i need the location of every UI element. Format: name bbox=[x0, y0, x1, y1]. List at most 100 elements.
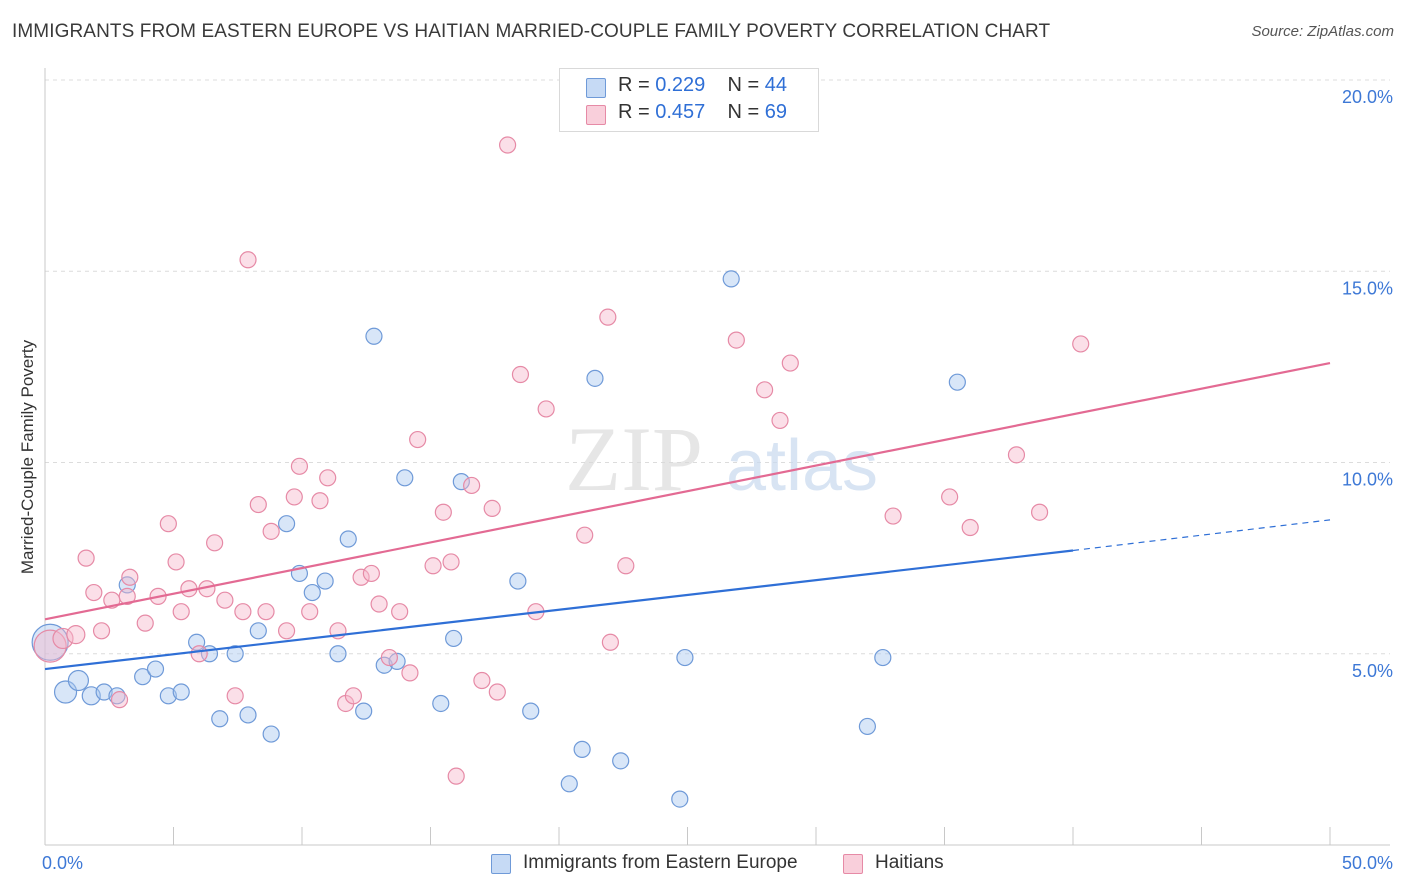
data-points bbox=[31, 136, 1090, 808]
point-haitians bbox=[277, 622, 296, 640]
x-tick-label: 50.0% bbox=[1342, 853, 1393, 873]
legend-text-haitians: R = 0.457 N = 69 bbox=[618, 101, 787, 124]
point-haitians bbox=[136, 614, 154, 632]
tick-labels: 5.0% 10.0% 15.0% 20.0% 0.0% 50.0% bbox=[42, 87, 1393, 873]
legend-n-value: 69 bbox=[764, 101, 788, 123]
watermark-zip: ZIP bbox=[565, 408, 703, 510]
point-eastern-europe bbox=[249, 622, 267, 640]
series-legend-swatch-haitians bbox=[843, 854, 863, 874]
point-haitians bbox=[391, 603, 409, 621]
point-eastern-europe bbox=[146, 660, 165, 678]
point-eastern-europe bbox=[509, 572, 527, 590]
point-haitians bbox=[727, 331, 745, 349]
point-haitians bbox=[941, 488, 959, 506]
point-eastern-europe bbox=[452, 473, 470, 491]
point-eastern-europe bbox=[722, 270, 740, 288]
point-eastern-europe bbox=[874, 648, 892, 667]
point-eastern-europe bbox=[277, 515, 296, 533]
point-eastern-europe bbox=[388, 652, 406, 671]
point-eastern-europe bbox=[560, 775, 578, 793]
point-eastern-europe bbox=[239, 706, 257, 724]
legend-n-label: N = bbox=[727, 74, 760, 96]
point-haitians bbox=[92, 622, 111, 640]
series-legend: Immigrants from Eastern Europe Haitians bbox=[0, 852, 1406, 878]
point-haitians bbox=[409, 430, 427, 449]
axes bbox=[44, 68, 1390, 846]
legend-r-value: 0.457 bbox=[655, 101, 706, 123]
point-eastern-europe bbox=[355, 702, 373, 720]
point-eastern-europe bbox=[522, 702, 540, 720]
point-haitians bbox=[601, 633, 620, 651]
point-haitians bbox=[234, 603, 252, 621]
grid-lines bbox=[45, 79, 1390, 655]
point-haitians bbox=[33, 629, 67, 663]
point-haitians bbox=[755, 381, 774, 399]
watermark: ZIP atlas bbox=[565, 408, 878, 510]
point-haitians bbox=[401, 664, 419, 682]
point-haitians bbox=[442, 553, 460, 571]
legend-r-label: R = bbox=[618, 101, 650, 123]
point-haitians bbox=[463, 476, 481, 495]
point-haitians bbox=[257, 603, 275, 621]
trend-lines bbox=[44, 361, 1331, 671]
point-haitians bbox=[311, 492, 329, 510]
point-haitians bbox=[190, 645, 208, 663]
point-eastern-europe bbox=[262, 725, 280, 743]
trend-line-eastern-europe-extension bbox=[1072, 519, 1331, 552]
point-haitians bbox=[216, 591, 234, 609]
point-eastern-europe bbox=[671, 790, 689, 808]
point-haitians bbox=[424, 557, 442, 575]
point-eastern-europe bbox=[95, 683, 113, 701]
point-haitians bbox=[206, 534, 224, 552]
point-haitians bbox=[473, 671, 491, 690]
point-haitians bbox=[344, 687, 362, 705]
legend-n-label: N = bbox=[727, 101, 760, 123]
point-haitians bbox=[537, 400, 555, 418]
point-haitians bbox=[52, 627, 74, 650]
point-eastern-europe bbox=[226, 645, 244, 663]
series-legend-swatch-eastern-europe bbox=[491, 854, 511, 874]
point-haitians bbox=[771, 411, 789, 430]
point-haitians bbox=[290, 457, 309, 475]
trend-line-eastern-europe bbox=[44, 549, 1074, 671]
point-eastern-europe bbox=[211, 710, 229, 728]
point-haitians bbox=[1007, 446, 1026, 464]
correlation-legend: R = 0.229 N = 44 R = 0.457 N = 69 bbox=[559, 68, 819, 132]
point-haitians bbox=[576, 526, 594, 544]
legend-swatch-haitians bbox=[586, 105, 606, 125]
point-haitians bbox=[172, 603, 190, 621]
point-haitians bbox=[617, 557, 635, 575]
point-eastern-europe bbox=[432, 694, 450, 713]
point-haitians bbox=[1072, 335, 1090, 353]
point-eastern-europe bbox=[316, 572, 334, 590]
point-haitians bbox=[66, 625, 86, 645]
point-haitians bbox=[110, 691, 129, 709]
y-tick-label: 5.0% bbox=[1352, 661, 1393, 681]
legend-n-value: 44 bbox=[764, 74, 788, 96]
point-haitians bbox=[434, 503, 452, 521]
legend-text-eastern-europe: R = 0.229 N = 44 bbox=[618, 74, 787, 97]
point-eastern-europe bbox=[134, 668, 152, 686]
point-haitians bbox=[301, 603, 319, 621]
series-legend-label-haitians: Haitians bbox=[875, 852, 944, 873]
legend-swatch-eastern-europe bbox=[586, 78, 606, 98]
point-eastern-europe bbox=[365, 327, 383, 345]
point-eastern-europe bbox=[329, 645, 347, 663]
source-label: Source: ZipAtlas.com bbox=[1251, 23, 1394, 40]
point-eastern-europe bbox=[573, 740, 591, 758]
point-haitians bbox=[488, 683, 506, 701]
point-haitians bbox=[77, 549, 95, 567]
point-haitians bbox=[961, 518, 979, 537]
point-eastern-europe bbox=[172, 683, 190, 701]
point-haitians bbox=[262, 522, 280, 540]
point-haitians bbox=[226, 687, 244, 705]
series-legend-label-eastern-europe: Immigrants from Eastern Europe bbox=[523, 852, 798, 873]
point-eastern-europe bbox=[159, 687, 177, 705]
point-haitians bbox=[239, 251, 257, 269]
point-haitians bbox=[884, 507, 902, 525]
point-haitians bbox=[121, 568, 139, 586]
point-eastern-europe bbox=[676, 648, 694, 667]
legend-r-label: R = bbox=[618, 74, 650, 96]
point-haitians bbox=[511, 365, 530, 384]
